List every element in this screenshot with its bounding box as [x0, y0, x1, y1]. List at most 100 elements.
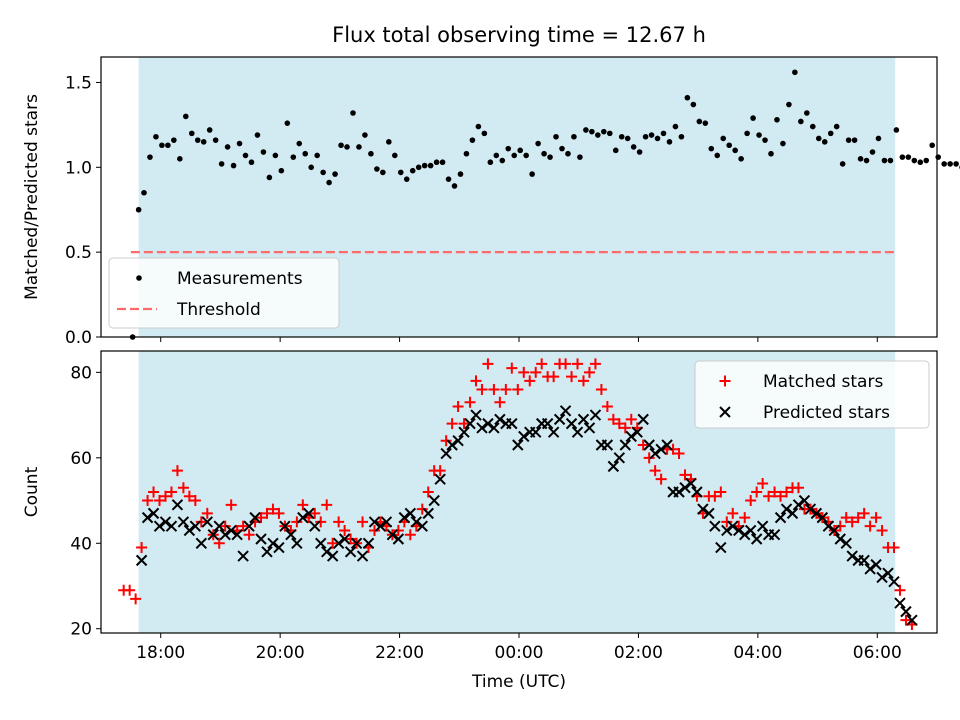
data-point [159, 490, 171, 502]
data-point [154, 495, 166, 507]
data-point [684, 94, 691, 101]
legend-label: Threshold [176, 300, 261, 320]
data-point [320, 169, 326, 176]
data-point [464, 396, 476, 408]
data-point [774, 511, 787, 524]
legend: Measurements Threshold [108, 257, 340, 329]
data-point [303, 507, 315, 520]
data-point [362, 537, 375, 549]
data-point [482, 417, 494, 430]
data-point [159, 142, 165, 149]
data-point [845, 137, 852, 143]
data-point [691, 486, 703, 498]
data-point [315, 537, 327, 549]
data-point [189, 495, 201, 507]
data-point [887, 157, 894, 164]
data-point [935, 154, 941, 160]
data-point [374, 520, 387, 532]
data-point [894, 584, 906, 596]
data-point [792, 69, 798, 76]
data-point [195, 516, 207, 528]
data-point [601, 439, 614, 451]
data-point [272, 152, 279, 159]
data-point [511, 152, 518, 159]
data-point [332, 171, 338, 177]
data-point [416, 503, 428, 515]
data-point [840, 537, 852, 549]
data-point [804, 503, 817, 515]
data-point [403, 176, 410, 182]
data-point [660, 130, 667, 137]
data-point [327, 537, 339, 549]
data-point [391, 152, 398, 159]
data-point [518, 430, 530, 443]
data-point [499, 157, 506, 164]
data-point [553, 133, 559, 140]
data-point [273, 541, 285, 554]
data-point [440, 435, 452, 447]
data-point [547, 426, 560, 438]
data-point [547, 154, 553, 160]
data-point [589, 409, 602, 421]
legend-label: Predicted stars [763, 403, 890, 423]
data-point [255, 533, 267, 545]
data-point [433, 159, 440, 166]
data-point [672, 123, 679, 130]
data-point [750, 115, 756, 121]
data-point [171, 499, 184, 511]
data-point [536, 358, 548, 370]
data-point [774, 116, 780, 123]
data-point [309, 520, 321, 532]
data-point [607, 413, 619, 425]
data-point [165, 486, 177, 498]
data-point [267, 503, 279, 515]
y-axis-label: Count [22, 466, 42, 517]
data-point [231, 529, 243, 541]
data-point [821, 139, 828, 145]
data-point [834, 520, 846, 532]
data-point [619, 422, 631, 434]
data-point [409, 167, 416, 174]
data-point [374, 166, 380, 172]
legend-box [694, 360, 930, 429]
data-point [141, 189, 147, 196]
data-point [267, 537, 279, 549]
data-point [177, 156, 183, 162]
data-point [613, 418, 625, 430]
data-point [386, 139, 392, 145]
legend-label: Measurements [177, 269, 303, 289]
data-point [488, 383, 500, 395]
data-point [218, 161, 225, 167]
data-point [595, 383, 607, 395]
data-point [206, 127, 213, 133]
data-point [273, 507, 285, 519]
data-point [470, 375, 482, 387]
data-point [350, 110, 356, 116]
data-point [368, 516, 381, 528]
data-point [207, 529, 219, 541]
data-point [560, 358, 572, 370]
data-point [524, 375, 536, 387]
data-point [548, 371, 560, 383]
data-point [523, 152, 529, 159]
x-tick-label: 00:00 [495, 643, 544, 663]
data-point [237, 550, 249, 562]
data-point [815, 135, 822, 142]
data-point [470, 409, 482, 421]
data-point [124, 584, 136, 596]
data-point [863, 157, 870, 164]
data-point [566, 371, 578, 383]
data-point [846, 550, 858, 562]
data-point [619, 439, 631, 451]
data-point [685, 477, 697, 490]
data-point [368, 150, 374, 157]
data-point [135, 206, 142, 213]
data-point [654, 135, 661, 142]
data-point [494, 413, 506, 426]
legend-key-matched [719, 375, 731, 387]
data-point [690, 101, 697, 108]
data-point [165, 520, 178, 532]
x-tick-label: 02:00 [614, 643, 663, 663]
data-point [177, 482, 189, 494]
